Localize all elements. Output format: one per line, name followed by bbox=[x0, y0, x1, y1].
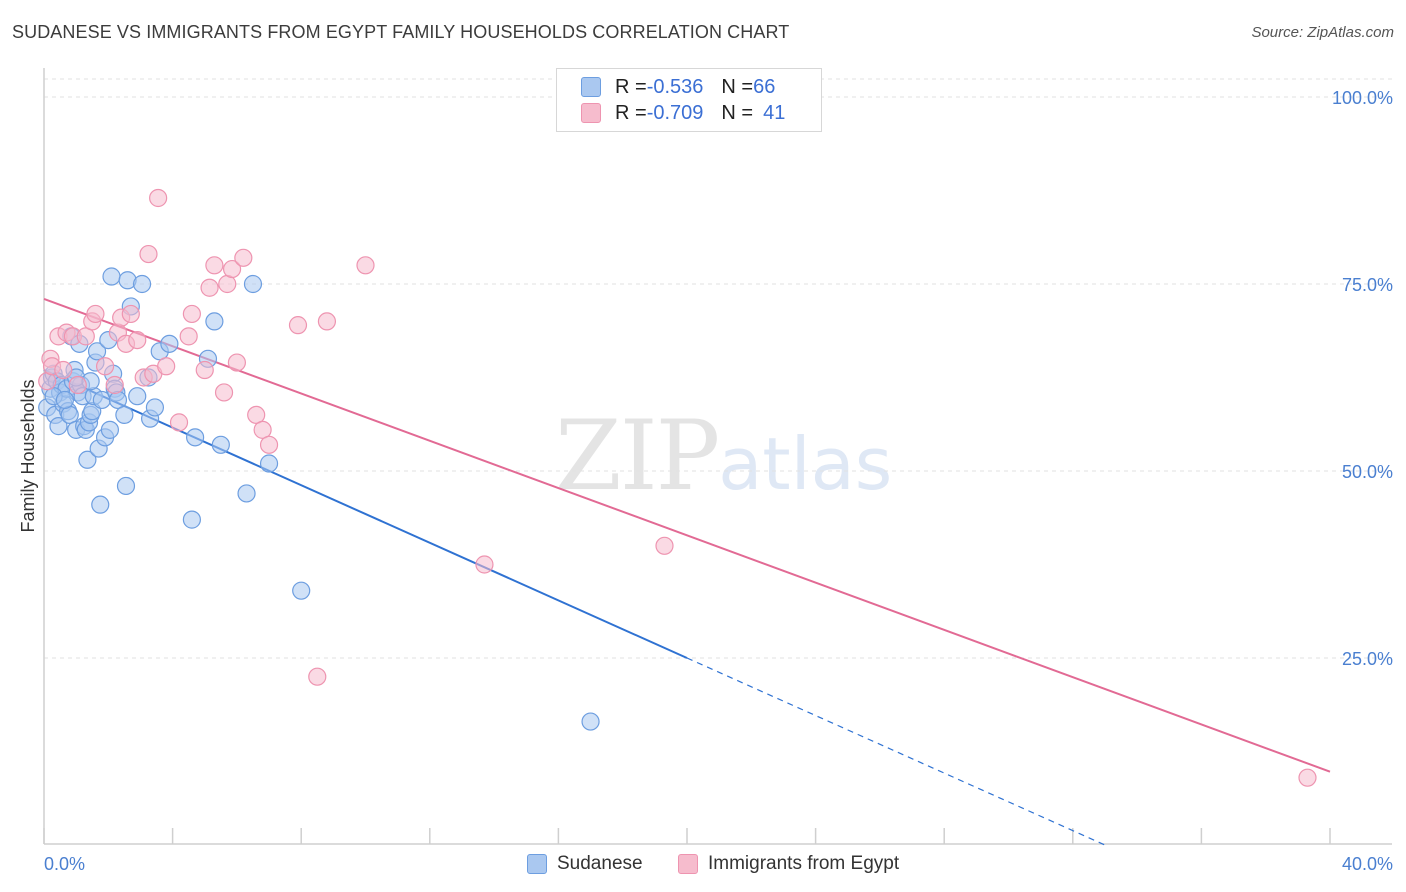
point-egypt bbox=[205, 256, 224, 275]
trend-line-sudanese-extension bbox=[686, 657, 1106, 846]
point-egypt bbox=[356, 256, 375, 275]
bottom-legend-egypt: Immigrants from Egypt bbox=[678, 852, 899, 876]
grid bbox=[44, 78, 1392, 659]
point-egypt bbox=[68, 375, 87, 395]
point-sudanese bbox=[160, 334, 179, 353]
point-sudanese bbox=[145, 398, 165, 417]
point-egypt bbox=[179, 327, 198, 346]
point-sudanese bbox=[211, 435, 230, 454]
point-sudanese bbox=[102, 267, 121, 286]
legend-n-label: N = bbox=[721, 75, 754, 98]
trend-line-egypt bbox=[43, 298, 1331, 773]
point-egypt bbox=[139, 244, 158, 264]
point-egypt bbox=[317, 312, 337, 331]
point-sudanese bbox=[116, 476, 136, 496]
point-egypt bbox=[182, 304, 201, 324]
point-egypt bbox=[1298, 768, 1317, 787]
point-sudanese bbox=[182, 510, 201, 529]
x-tick-label: 0.0% bbox=[44, 854, 85, 874]
legend-swatch-blue bbox=[581, 77, 601, 97]
point-sudanese bbox=[55, 390, 74, 410]
y-axis-label: Family Households bbox=[18, 379, 38, 532]
point-egypt bbox=[308, 667, 327, 686]
point-sudanese bbox=[186, 428, 205, 447]
legend-row-egypt: R = -0.709 N = 41 bbox=[581, 101, 785, 125]
point-sudanese bbox=[49, 417, 68, 436]
tick-labels: 25.0% 50.0% 75.0% 100.0% 0.0% 40.0% bbox=[44, 88, 1393, 874]
bottom-legend-label: Immigrants from Egypt bbox=[708, 853, 900, 874]
point-egypt bbox=[121, 304, 140, 324]
watermark-zip: ZIP bbox=[555, 400, 720, 512]
point-egypt bbox=[128, 331, 147, 350]
point-sudanese bbox=[100, 420, 120, 439]
point-egypt bbox=[169, 413, 189, 432]
bottom-legend-sudanese: Sudanese bbox=[527, 852, 643, 876]
legend-r-label: R = bbox=[615, 75, 647, 98]
legend-r-label: R = bbox=[615, 101, 647, 124]
point-sudanese bbox=[237, 484, 256, 503]
chart-title: SUDANESE VS IMMIGRANTS FROM EGYPT FAMILY… bbox=[12, 22, 790, 42]
point-egypt bbox=[234, 248, 253, 267]
bottom-legend-label: Sudanese bbox=[557, 853, 643, 874]
point-sudanese bbox=[128, 387, 147, 406]
point-sudanese bbox=[87, 342, 107, 361]
point-sudanese bbox=[132, 274, 152, 294]
trend-lines bbox=[43, 298, 1331, 846]
legend-r-value: -0.709 bbox=[646, 101, 704, 124]
trend-line-sudanese bbox=[43, 369, 688, 659]
point-sudanese bbox=[205, 312, 224, 331]
point-egypt bbox=[475, 555, 494, 574]
point-egypt bbox=[227, 353, 246, 372]
point-egypt bbox=[157, 357, 176, 376]
point-egypt bbox=[149, 188, 168, 208]
point-egypt bbox=[76, 327, 95, 346]
point-egypt bbox=[54, 360, 73, 380]
point-egypt bbox=[259, 435, 279, 454]
point-egypt bbox=[195, 360, 214, 380]
point-egypt bbox=[214, 383, 234, 402]
point-sudanese bbox=[581, 712, 600, 731]
bottom-legend-swatch-pink bbox=[678, 854, 698, 874]
data-points bbox=[38, 188, 1317, 787]
watermark: ZIPatlas bbox=[555, 400, 892, 512]
bottom-legend-swatch-blue bbox=[527, 854, 547, 874]
axes bbox=[43, 68, 1392, 845]
legend-swatch-pink bbox=[581, 103, 601, 123]
x-tick-label: 40.0% bbox=[1342, 854, 1393, 874]
legend-r-value: -0.536 bbox=[646, 75, 704, 98]
correlation-legend: R = -0.536 N = 66 R = -0.709 N = 41 bbox=[556, 68, 822, 132]
point-sudanese bbox=[259, 454, 279, 473]
point-egypt bbox=[288, 316, 308, 335]
point-egypt bbox=[222, 259, 242, 279]
point-egypt bbox=[247, 405, 266, 424]
point-sudanese bbox=[91, 495, 110, 514]
point-egypt bbox=[95, 357, 115, 376]
legend-n-label: N = bbox=[721, 101, 754, 124]
point-egypt bbox=[86, 304, 105, 324]
point-egypt bbox=[253, 420, 272, 439]
y-tick-label: 75.0% bbox=[1342, 275, 1393, 295]
point-sudanese bbox=[292, 581, 311, 600]
point-egypt bbox=[200, 278, 219, 297]
legend-n-value: 41 bbox=[763, 101, 786, 124]
point-sudanese bbox=[115, 405, 134, 424]
legend-n-value: 66 bbox=[753, 75, 776, 98]
point-egypt bbox=[655, 536, 674, 555]
point-egypt bbox=[105, 375, 124, 395]
point-sudanese bbox=[78, 450, 97, 469]
point-sudanese bbox=[243, 274, 263, 294]
y-tick-label: 100.0% bbox=[1332, 88, 1393, 108]
legend-row-sudanese: R = -0.536 N = 66 bbox=[581, 75, 775, 99]
y-tick-label: 50.0% bbox=[1342, 462, 1393, 482]
source-label: Source: ZipAtlas.com bbox=[1251, 24, 1394, 41]
y-tick-label: 25.0% bbox=[1342, 649, 1393, 669]
watermark-atlas: atlas bbox=[718, 422, 893, 506]
